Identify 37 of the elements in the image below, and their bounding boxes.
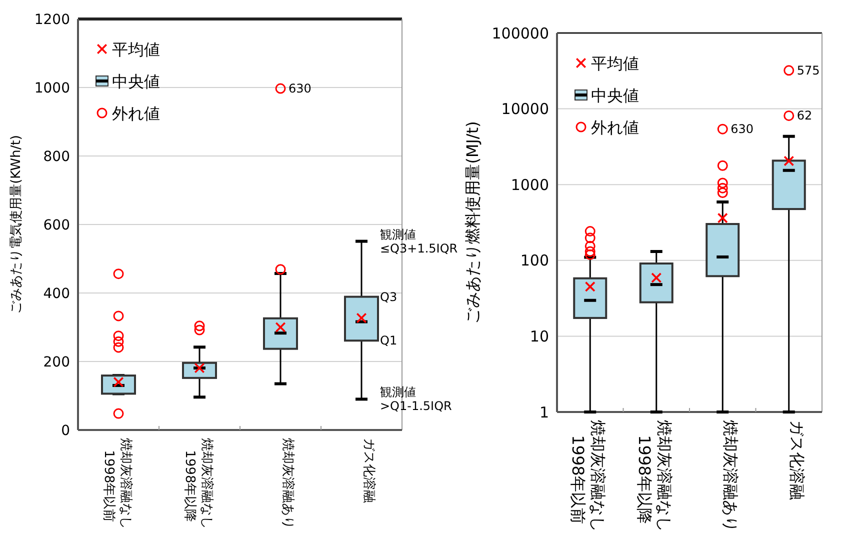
x-tick-label: 焼却灰溶融なし 1998年以前 [100, 438, 134, 529]
legend-label: 平均値 [591, 54, 639, 73]
x-tick-label: 焼却灰溶融あり [280, 438, 296, 529]
y-tick-label: 1000 [34, 80, 70, 96]
x-tick-label: 焼却灰溶融なし 1998年以降 [182, 438, 215, 529]
annotation: 観測値 >Q1-1.5IQR [380, 385, 452, 414]
legend-label: 平均値 [112, 40, 160, 59]
legend-label: 外れ値 [591, 118, 639, 137]
y-tick-label: 200 [43, 354, 70, 370]
annotation: 観測値 ≤Q3+1.5IQR [380, 227, 458, 256]
y-tick-label: 1200 [34, 12, 70, 28]
y-tick-label: 800 [43, 148, 70, 165]
y-tick-label: 1 [539, 403, 549, 422]
annotation: 630 [730, 122, 754, 136]
x-tick-label: 焼却灰溶融あり [721, 420, 740, 532]
y-axis-title: ごみあたり電気使用量(KWh/t) [9, 135, 24, 314]
annotation: Q1 [380, 334, 398, 348]
y-tick-label: 600 [43, 217, 70, 234]
legend-label: 中央値 [591, 86, 639, 105]
x-tick-label: 焼却灰溶融なし 1998年以降 [634, 420, 674, 532]
legend-label: 外れ値 [112, 104, 160, 123]
legend-label: 中央値 [112, 72, 160, 91]
y-tick-label: 400 [43, 286, 70, 302]
y-tick-label: 10000 [501, 100, 549, 118]
y-tick-label: 1000 [510, 176, 549, 194]
annotation: 62 [796, 108, 812, 123]
x-tick-label: ガス化溶融 [787, 420, 806, 500]
x-tick-label: 焼却灰溶融なし 1998年以前 [568, 420, 608, 532]
annotation: 575 [796, 63, 820, 78]
y-tick-label: 10 [530, 327, 549, 346]
annotation: 630 [288, 82, 312, 96]
annotation: Q3 [380, 290, 398, 304]
x-tick-label: ガス化溶融 [360, 438, 377, 503]
y-tick-label: 100 [520, 252, 549, 270]
y-tick-label: 0 [61, 422, 70, 439]
y-tick-label: 100000 [492, 24, 549, 42]
y-axis-title: ごみあたり燃料使用量(MJ/t) [463, 121, 482, 324]
